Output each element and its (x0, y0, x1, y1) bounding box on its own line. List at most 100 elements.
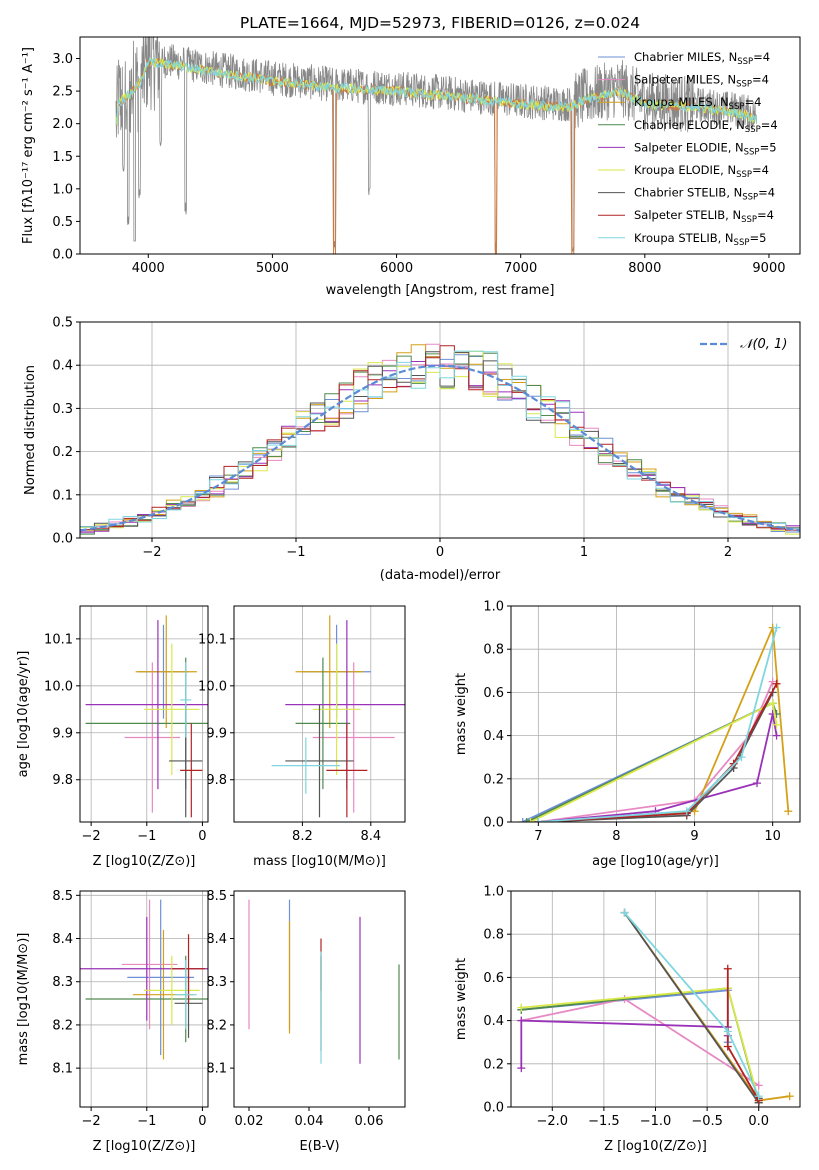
error-bar-point (295, 657, 351, 790)
y-tick-label: 1.0 (483, 600, 504, 615)
y-tick-label: 10.0 (198, 679, 227, 694)
y-tick-label: 0.8 (483, 643, 504, 658)
data-spectrum (115, 37, 757, 254)
y-tick-label: 0.5 (52, 215, 73, 230)
plot-area (517, 908, 794, 1107)
x-tick-label: −2 (142, 545, 161, 560)
weight-marker (518, 818, 527, 822)
panel-spectrum: 4000 5000 6000 7000 8000 9000 0.0 0.5 1.0 1.5 2.0 2… (21, 36, 801, 298)
y-tick-label: 10.1 (44, 632, 73, 647)
x-tick-label: −1.0 (640, 1114, 672, 1129)
axes: 0.02 0.04 0.06 8.1 8.2 8.3 8.4 8.5 E(B-V) (206, 889, 406, 1154)
error-bar-point (135, 615, 197, 729)
x-tick-label: −2.0 (536, 1114, 568, 1129)
weight-series (530, 701, 778, 822)
y-tick-label: 0.6 (483, 686, 504, 701)
axes: −2 −1 0 9.8 9.9 10.0 10.1 Z [log10(Z/Z⊙)] age [l… (16, 605, 209, 869)
x-tick-label: −1 (286, 545, 305, 560)
axes-frame (79, 605, 209, 823)
error-bar-point (121, 899, 178, 1030)
legend-entry: Chabrier STELIB, NSSP=4 (634, 186, 775, 203)
y-tick-label: 10.1 (198, 632, 227, 647)
model-spectrum (115, 56, 758, 125)
x-tick-label: 7 (534, 829, 542, 844)
plot-area (518, 623, 793, 822)
axes-frame (510, 605, 801, 823)
weight-marker (534, 818, 543, 822)
normal-curve (80, 364, 800, 532)
weight-marker (772, 623, 781, 632)
error-bar-point (144, 643, 200, 776)
legend-entry: Chabrier MILES, NSSP=4 (634, 50, 770, 67)
x-axis-label: Z [log10(Z/Z⊙)] (93, 854, 196, 869)
x-tick-label: −1 (137, 829, 156, 844)
y-tick-label: 8.2 (52, 1018, 73, 1033)
x-tick-label: 9000 (752, 261, 785, 276)
plot-area (115, 37, 758, 254)
y-tick-label: 0.5 (52, 316, 73, 331)
plot-area (80, 343, 800, 535)
axes-frame (79, 36, 801, 255)
y-tick-label: 8.3 (52, 975, 73, 990)
axes-frame (79, 890, 209, 1108)
y-tick-label: 8.1 (52, 1062, 73, 1077)
y-tick-label: 0.0 (52, 532, 73, 547)
y-tick-label: 0.4 (483, 729, 504, 744)
y-tick-label: 8.5 (52, 889, 73, 904)
legend-entry: Kroupa STELIB, NSSP=5 (634, 231, 766, 248)
y-tick-label: 3.0 (52, 52, 73, 67)
histogram-series (80, 350, 800, 529)
error-bar-point (271, 737, 341, 794)
weight-marker (517, 1064, 526, 1073)
axes: 8.2 8.4 9.8 9.9 10.0 10.1 mass [log10(M/M⊙)] (198, 605, 406, 869)
weight-series (521, 987, 760, 1101)
x-tick-label: −0.5 (691, 1114, 723, 1129)
x-tick-label: 0 (198, 829, 206, 844)
x-axis-label: mass [log10(M/M⊙)] (253, 854, 386, 869)
y-axis-label: mass weight (454, 958, 469, 1040)
x-tick-label: 2 (724, 545, 732, 560)
y-tick-label: 0.0 (483, 816, 504, 831)
x-tick-label: 0.04 (295, 1114, 324, 1129)
y-tick-label: 8.4 (52, 932, 73, 947)
y-tick-label: 0.6 (483, 971, 504, 986)
plot-area (248, 899, 400, 1064)
weight-marker (784, 807, 793, 816)
y-tick-label: 0.2 (483, 772, 504, 787)
weight-series (521, 987, 760, 1103)
legend-entry: Kroupa ELODIE, NSSP=4 (634, 163, 769, 180)
weight-marker (517, 1016, 526, 1025)
y-tick-label: 9.8 (206, 773, 227, 788)
weight-series (538, 627, 778, 822)
x-tick-label: −1.5 (588, 1114, 620, 1129)
weight-marker (723, 964, 732, 973)
x-axis-label: (data-model)/error (380, 568, 501, 583)
x-tick-label: 5000 (256, 261, 289, 276)
error-bar-point (285, 704, 354, 818)
plot-area (80, 899, 208, 1060)
x-tick-label: 0.06 (355, 1114, 384, 1129)
legend-entry: Salpeter STELIB, NSSP=4 (634, 208, 774, 225)
y-axis-label: mass [log10(M/M⊙)] (16, 933, 31, 1066)
weight-series (623, 912, 760, 1106)
y-tick-label: 1.5 (52, 150, 73, 165)
y-tick-label: 0.3 (52, 402, 73, 417)
weight-marker (772, 679, 781, 688)
x-tick-label: 9 (690, 829, 698, 844)
x-tick-label: 8 (612, 829, 620, 844)
error-bar-point (171, 934, 206, 1004)
panel-z-weight: −2.0 −1.5 −1.0 −0.5 0.0 0.0 0.2 0.4 0.6 0.8 1.0 Z [… (454, 885, 801, 1154)
x-tick-label: −1 (137, 1114, 156, 1129)
axes: −2 −1 0 1 2 0.0 0.1 0.2 0.3 0.4 0.5 (data-model)/er… (23, 316, 801, 583)
y-axis-label: mass weight (454, 673, 469, 755)
error-bar-point (326, 723, 368, 818)
weight-marker (772, 731, 781, 740)
y-tick-label: 0.2 (483, 1057, 504, 1072)
plot-area (271, 615, 405, 818)
x-tick-label: 4000 (132, 261, 165, 276)
panel-ebv-mass: 0.02 0.04 0.06 8.1 8.2 8.3 8.4 8.5 E(B-V) (206, 889, 406, 1154)
y-axis-label: age [log10(age/yr)] (16, 651, 31, 778)
weight-marker (517, 1003, 526, 1012)
x-tick-label: 8000 (628, 261, 661, 276)
